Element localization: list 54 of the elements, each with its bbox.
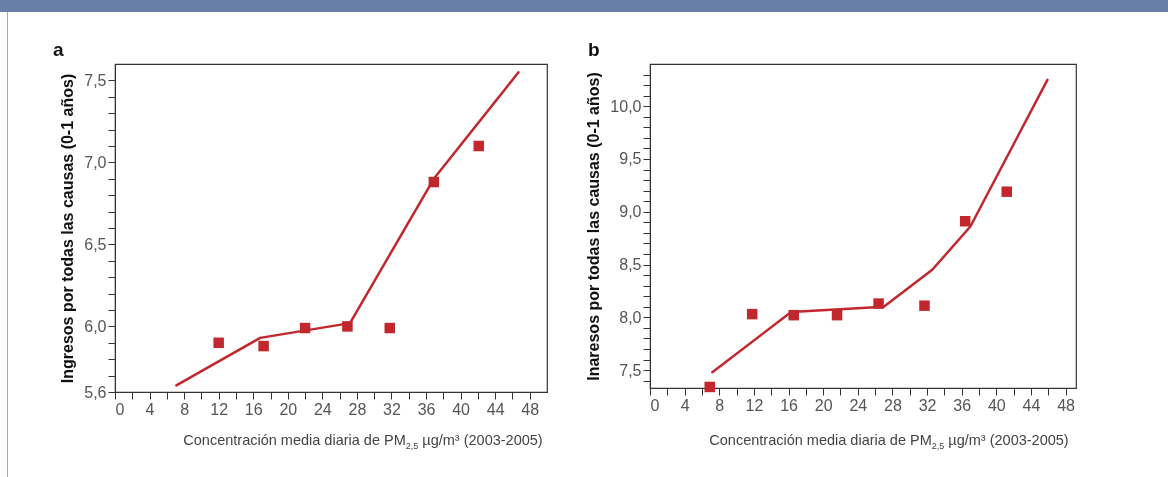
x-tick-label: 48 (1057, 396, 1076, 414)
y-tick-label: 9,5 (619, 150, 642, 168)
chart-title: a (53, 39, 64, 60)
x-tick-label: 12 (745, 396, 764, 414)
x-tick-label: 0 (115, 400, 125, 418)
line-series (175, 70, 520, 387)
point (258, 340, 269, 352)
point (746, 308, 758, 320)
y-tick-label: 8,5 (619, 256, 642, 274)
x-tick-label: 32 (383, 400, 401, 418)
y-tick-label: 7,5 (619, 361, 642, 379)
x-tick-label: 20 (279, 400, 298, 418)
point (919, 300, 930, 311)
x-tick-label: 36 (417, 400, 436, 418)
y-tick-label: 9,0 (619, 203, 642, 221)
x-tick-label: 44 (1022, 396, 1041, 414)
y-tick-label: 10,0 (610, 97, 642, 115)
point (384, 322, 395, 334)
point (704, 381, 715, 393)
x-axis-title: Concentración media diaria de PM$_{2,5}$ µg/m³ (2003-2005) (183, 432, 543, 451)
point (959, 216, 971, 227)
x-tick-label: 32 (918, 396, 937, 414)
x-tick-label: 20 (814, 396, 833, 414)
x-tick-label: 28 (884, 396, 902, 414)
x-tick-label: 16 (780, 396, 799, 414)
x-tick-label: 40 (452, 400, 471, 418)
y-tick-label: 8,0 (619, 308, 642, 326)
x-tick-label: 16 (244, 400, 263, 418)
point (1001, 186, 1012, 197)
x-tick-label: 24 (849, 396, 868, 414)
x-tick-label: 36 (953, 396, 972, 414)
y-axis-title: Ingresos por todas las causas (0-1 años) (59, 73, 77, 384)
x-tick-label: 40 (987, 396, 1006, 414)
x-tick-label: 4 (145, 400, 155, 418)
y-tick-label: 6,0 (84, 317, 107, 335)
x-tick-label: 24 (313, 400, 332, 418)
y-tick-label: 6,5 (84, 235, 107, 253)
point (213, 337, 224, 349)
chart-title: b (588, 39, 600, 60)
x-tick-label: 4 (680, 396, 690, 414)
x-tick-label: 8 (715, 396, 725, 414)
y-tick-label: 7,5 (84, 71, 107, 89)
y-axis-title: Inaresos por todas las causas (0-1 años) (585, 72, 603, 381)
line-series (711, 78, 1049, 374)
x-tick-label: 44 (486, 400, 505, 418)
x-axis-title: Concentración media diaria de PM$_{2,5}$ µg/m³ (2003-2005) (709, 432, 1069, 451)
x-tick-label: 28 (348, 400, 367, 418)
x-tick-label: 0 (650, 396, 660, 414)
y-tick-label: 5,6 (84, 383, 107, 401)
point (473, 140, 484, 152)
x-tick-label: 8 (180, 400, 190, 418)
y-tick-label: 7,0 (84, 153, 107, 171)
x-tick-label: 48 (521, 400, 540, 418)
x-tick-label: 12 (210, 400, 229, 418)
